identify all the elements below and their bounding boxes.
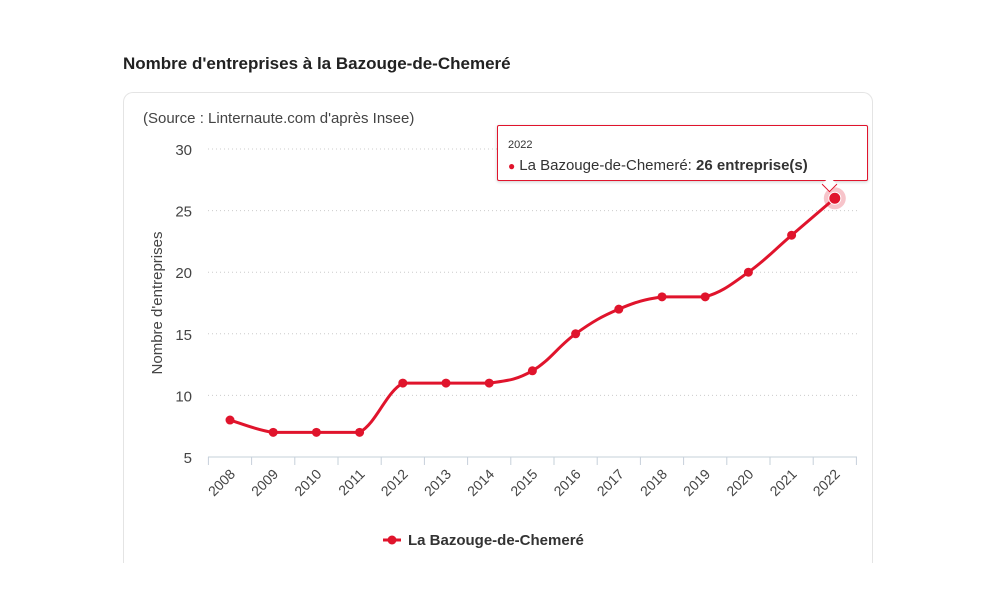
data-point (787, 230, 797, 240)
y-tick-label: 15 (175, 327, 192, 344)
data-point (828, 191, 842, 205)
data-point (225, 415, 235, 425)
y-tick-label: 20 (175, 265, 192, 282)
y-tick-label: 25 (175, 204, 192, 221)
y-tick-label: 5 (184, 450, 192, 467)
x-tick-label: 2016 (550, 466, 583, 499)
tooltip-year: 2022 (508, 139, 533, 151)
x-tick-label: 2008 (205, 466, 238, 499)
chart-card (123, 92, 873, 563)
x-tick-label: 2022 (810, 466, 843, 499)
legend-marker (387, 535, 397, 545)
x-tick-label: 2018 (637, 466, 670, 499)
data-point (441, 378, 451, 388)
y-tick-label: 10 (175, 388, 192, 405)
x-tick-label: 2019 (680, 466, 713, 499)
tooltip-series: La Bazouge-de-Chemeré: (519, 157, 692, 174)
x-tick-label: 2017 (594, 466, 627, 499)
data-point (527, 366, 537, 376)
data-point (743, 267, 753, 277)
y-tick-label: 30 (175, 142, 192, 159)
data-point (355, 427, 365, 437)
data-point (311, 427, 321, 437)
series-line (229, 197, 836, 434)
x-tick-label: 2014 (464, 466, 497, 499)
data-point (657, 292, 667, 302)
x-tick-label: 2013 (421, 466, 454, 499)
x-tick-label: 2015 (507, 466, 540, 499)
x-tick-label: 2009 (248, 466, 281, 499)
x-tick-label: 2021 (766, 466, 799, 499)
data-point (700, 292, 710, 302)
y-axis-label: Nombre d'entreprises (149, 232, 166, 375)
x-tick-label: 2020 (723, 466, 756, 499)
tooltip: 2022 ● La Bazouge-de-Chemeré: 26 entrepri… (497, 125, 868, 193)
chart-subtitle: (Source : Linternaute.com d'après Insee) (143, 110, 414, 127)
chart-title: Nombre d'entreprises à la Bazouge-de-Che… (123, 54, 511, 73)
data-point (398, 378, 408, 388)
tooltip-value: 26 entreprise(s) (696, 157, 808, 174)
x-tick-label: 2011 (335, 466, 368, 499)
data-point (614, 304, 624, 314)
data-point (571, 329, 581, 339)
series-dot-icon: ● (508, 159, 516, 173)
x-tick-label: 2012 (378, 466, 411, 499)
data-point (268, 427, 278, 437)
legend-label: La Bazouge-de-Chemeré (408, 532, 584, 549)
data-point (484, 378, 494, 388)
x-tick-label: 2010 (291, 466, 324, 499)
